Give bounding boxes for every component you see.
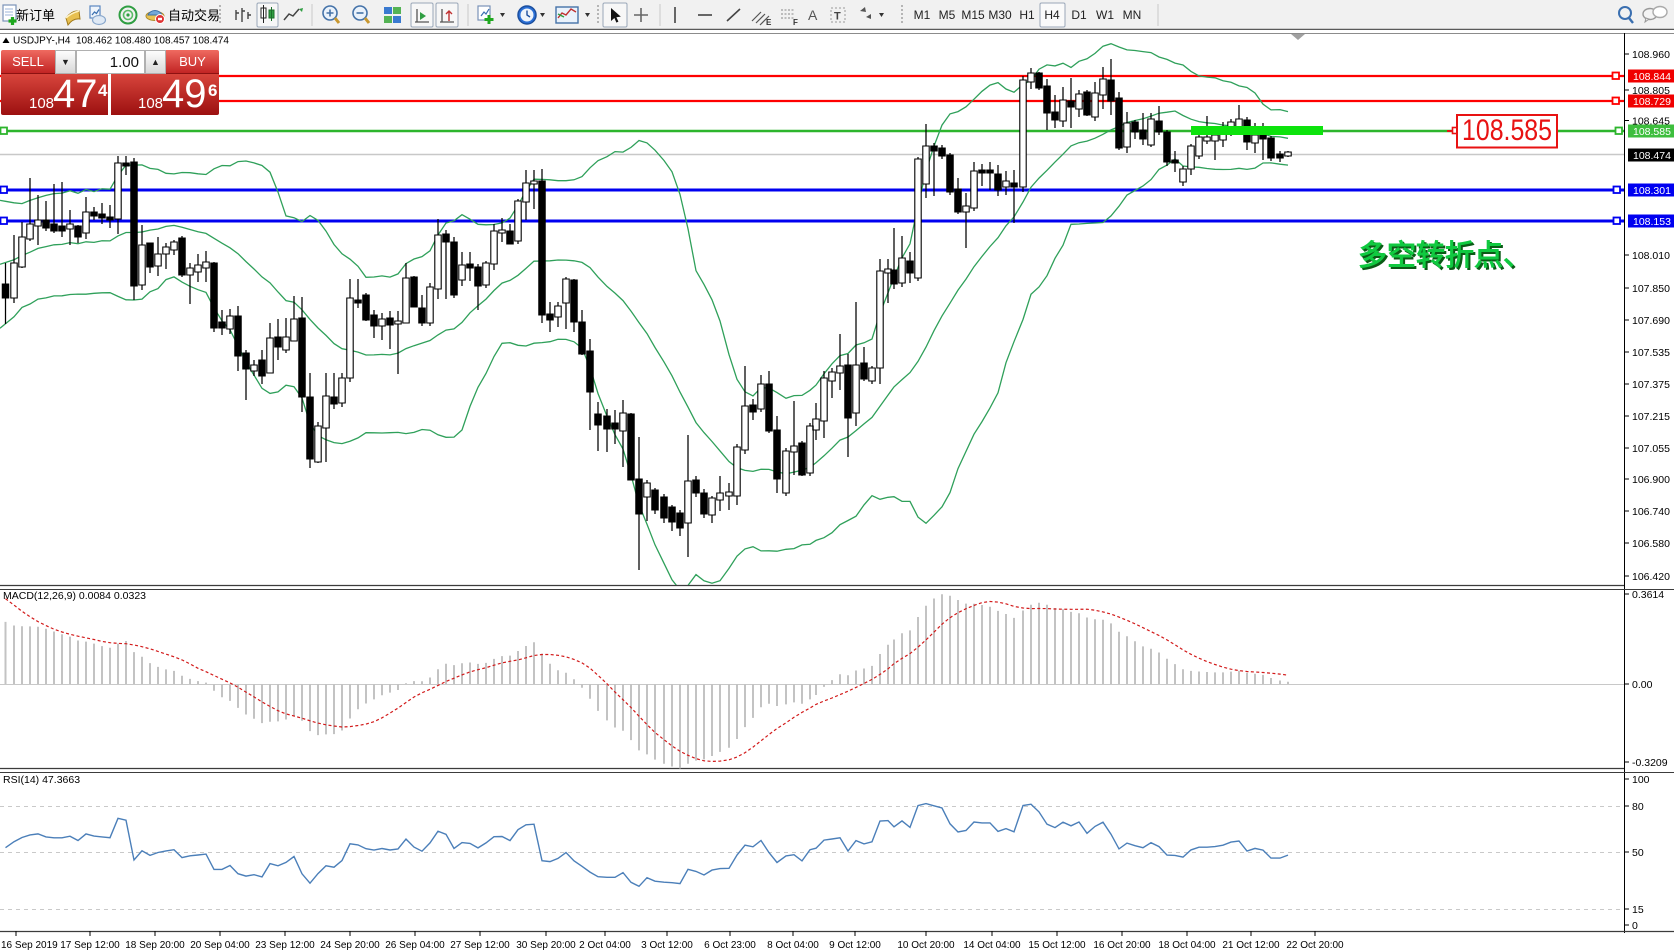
- svg-text:0: 0: [1632, 920, 1638, 932]
- svg-text:50: 50: [1632, 847, 1644, 859]
- svg-text:23 Sep 12:00: 23 Sep 12:00: [255, 940, 315, 951]
- svg-text:107.535: 107.535: [1632, 347, 1670, 359]
- svg-text:108.729: 108.729: [1633, 96, 1671, 108]
- svg-text:16 Sep 2019: 16 Sep 2019: [1, 940, 58, 951]
- svg-text:30 Sep 20:00: 30 Sep 20:00: [516, 940, 576, 951]
- svg-text:E: E: [766, 18, 772, 27]
- svg-text:6 Oct 23:00: 6 Oct 23:00: [704, 940, 756, 951]
- svg-text:108.585: 108.585: [1633, 126, 1671, 138]
- svg-text:108.153: 108.153: [1633, 216, 1671, 228]
- svg-text:106.420: 106.420: [1632, 571, 1670, 583]
- svg-text:2 Oct 04:00: 2 Oct 04:00: [579, 940, 631, 951]
- svg-text:M30: M30: [988, 8, 1012, 22]
- svg-text:MACD(12,26,9) 0.0084 0.0323: MACD(12,26,9) 0.0084 0.0323: [3, 590, 146, 602]
- svg-text:22 Oct 20:00: 22 Oct 20:00: [1286, 940, 1344, 951]
- svg-text:多空转折点、: 多空转折点、: [1360, 240, 1534, 274]
- svg-text:T: T: [834, 11, 841, 23]
- svg-text:D1: D1: [1071, 8, 1087, 22]
- svg-text:新订单: 新订单: [16, 8, 55, 23]
- svg-text:107.215: 107.215: [1632, 411, 1670, 423]
- svg-text:0.00: 0.00: [1632, 679, 1653, 691]
- svg-text:18 Sep 20:00: 18 Sep 20:00: [125, 940, 185, 951]
- svg-text:108.585: 108.585: [1462, 114, 1552, 147]
- svg-text:M1: M1: [914, 8, 931, 22]
- svg-text:F: F: [793, 18, 798, 27]
- svg-text:3 Oct 12:00: 3 Oct 12:00: [641, 940, 693, 951]
- svg-text:108.645: 108.645: [1632, 115, 1670, 127]
- svg-text:9 Oct 12:00: 9 Oct 12:00: [829, 940, 881, 951]
- svg-text:15: 15: [1632, 904, 1644, 916]
- svg-text:108.474: 108.474: [1633, 150, 1671, 162]
- svg-text:A: A: [808, 7, 818, 23]
- svg-text:108.805: 108.805: [1632, 85, 1670, 97]
- svg-text:21 Oct 12:00: 21 Oct 12:00: [1222, 940, 1280, 951]
- svg-text:108.010: 108.010: [1632, 250, 1670, 262]
- svg-text:多空转折点、: 多空转折点、: [1358, 238, 1532, 272]
- svg-text:MN: MN: [1123, 8, 1142, 22]
- svg-text:106.580: 106.580: [1632, 538, 1670, 550]
- svg-text:自动交易: 自动交易: [168, 8, 220, 23]
- svg-text:H4: H4: [1044, 8, 1060, 22]
- svg-text:100: 100: [1632, 774, 1650, 786]
- svg-text:107.850: 107.850: [1632, 283, 1670, 295]
- svg-text:106.740: 106.740: [1632, 506, 1670, 518]
- svg-text:108.844: 108.844: [1633, 71, 1671, 83]
- svg-text:80: 80: [1632, 801, 1644, 813]
- svg-text:20 Sep 04:00: 20 Sep 04:00: [190, 940, 250, 951]
- svg-text:24 Sep 20:00: 24 Sep 20:00: [320, 940, 380, 951]
- svg-text:14 Oct 04:00: 14 Oct 04:00: [963, 940, 1021, 951]
- svg-text:USDJPY-,H4 108.462 108.480 10: USDJPY-,H4 108.462 108.480 108.457 108.4…: [13, 36, 229, 47]
- svg-text:18 Oct 04:00: 18 Oct 04:00: [1158, 940, 1216, 951]
- svg-text:H1: H1: [1019, 8, 1035, 22]
- svg-text:M15: M15: [961, 8, 985, 22]
- svg-text:27 Sep 12:00: 27 Sep 12:00: [450, 940, 510, 951]
- svg-text:15 Oct 12:00: 15 Oct 12:00: [1028, 940, 1086, 951]
- svg-text:107.690: 107.690: [1632, 315, 1670, 327]
- svg-text:0.3614: 0.3614: [1632, 589, 1664, 601]
- svg-text:10 Oct 20:00: 10 Oct 20:00: [897, 940, 955, 951]
- svg-text:108.960: 108.960: [1632, 49, 1670, 61]
- svg-text:W1: W1: [1096, 8, 1114, 22]
- svg-text:107.375: 107.375: [1632, 379, 1670, 391]
- svg-text:26 Sep 04:00: 26 Sep 04:00: [385, 940, 445, 951]
- svg-text:RSI(14) 47.3663: RSI(14) 47.3663: [3, 774, 80, 786]
- svg-text:M5: M5: [939, 8, 956, 22]
- svg-text:106.900: 106.900: [1632, 474, 1670, 486]
- svg-text:108.301: 108.301: [1633, 185, 1671, 197]
- svg-text:8 Oct 04:00: 8 Oct 04:00: [767, 940, 819, 951]
- svg-text:107.055: 107.055: [1632, 443, 1670, 455]
- svg-text:17 Sep 12:00: 17 Sep 12:00: [60, 940, 120, 951]
- svg-text:16 Oct 20:00: 16 Oct 20:00: [1093, 940, 1151, 951]
- svg-text:-0.3209: -0.3209: [1632, 757, 1668, 769]
